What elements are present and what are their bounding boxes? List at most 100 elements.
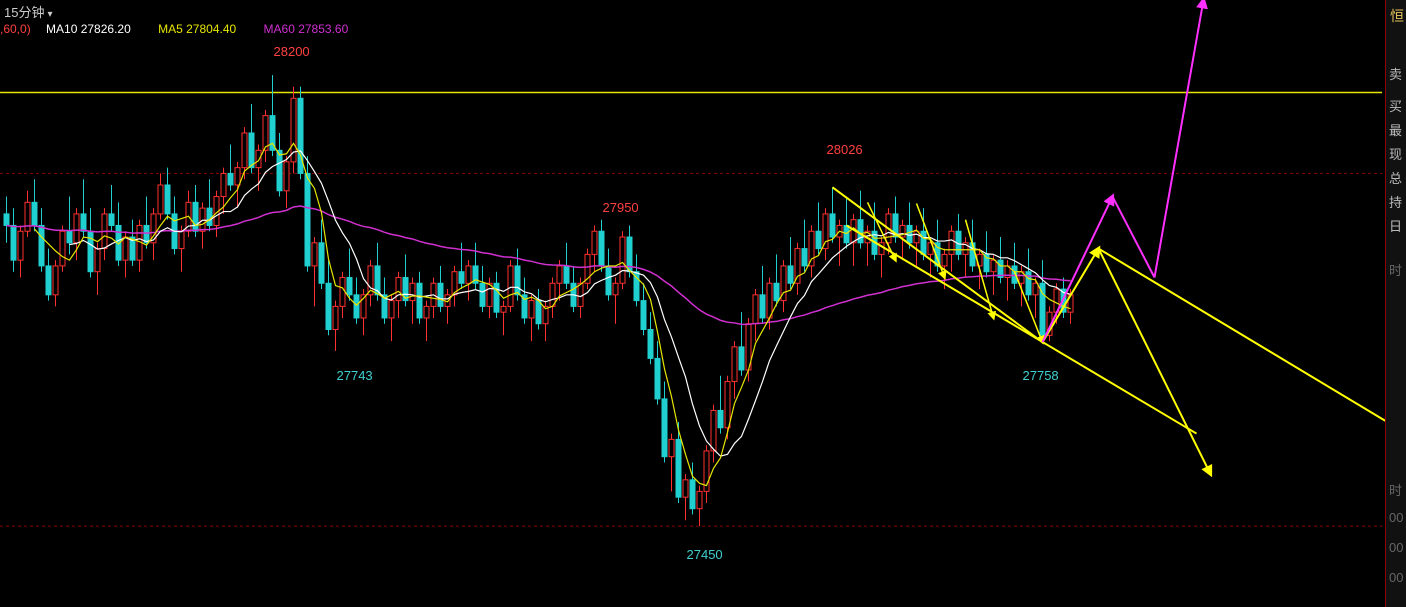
candle-body [123, 237, 128, 260]
panel-row: 00 [1389, 510, 1403, 525]
candle-body [942, 254, 947, 266]
candle-body [193, 202, 198, 231]
ma-legend: ,60,0) MA10 27826.20 MA5 27804.40 MA60 2… [0, 22, 372, 36]
candle-body [921, 231, 926, 254]
candle-body [711, 410, 716, 450]
candle-body [340, 277, 345, 306]
candle-body [354, 295, 359, 318]
candle-body [417, 283, 422, 318]
candle-body [725, 382, 730, 428]
candle-body [18, 231, 23, 260]
panel-row: 日 [1389, 216, 1402, 235]
candle-body [613, 283, 618, 295]
candle-body [312, 243, 317, 266]
candle-body [277, 150, 282, 190]
ma10-line [70, 151, 1071, 456]
panel-row: 总 [1389, 168, 1402, 187]
candle-body [480, 283, 485, 306]
candle-body [655, 358, 660, 398]
candle-body [319, 243, 324, 283]
panel-row: 时 [1389, 480, 1402, 499]
candle-body [767, 283, 772, 318]
chart-container: 15分钟▾ ,60,0) MA10 27826.20 MA5 27804.40 … [0, 0, 1406, 607]
candle-body [333, 306, 338, 329]
candle-body [578, 283, 583, 306]
candle-body [410, 283, 415, 300]
candle-body [221, 173, 226, 196]
candle-body [739, 347, 744, 370]
panel-row: 持 [1389, 192, 1402, 211]
candle-body [81, 214, 86, 231]
candle-body [620, 237, 625, 283]
price-chart[interactable] [0, 0, 1406, 607]
candle-body [32, 202, 37, 225]
info-panel: 恒 卖买最现总持日时时000000 [1385, 0, 1406, 607]
candle-body [4, 214, 9, 226]
projection-line [833, 187, 1043, 342]
candle-body [11, 225, 16, 260]
timeframe-label: 15分钟 [4, 5, 44, 20]
panel-row: 现 [1389, 144, 1402, 163]
candle-body [718, 410, 723, 427]
candle-body [641, 301, 646, 330]
candle-body [753, 295, 758, 324]
projection-line [1113, 197, 1155, 278]
ma60-legend: MA60 27853.60 [264, 22, 361, 36]
candle-body [39, 225, 44, 265]
ma10-legend: MA10 27826.20 [46, 22, 143, 36]
candle-body [466, 266, 471, 283]
panel-row: 最 [1389, 120, 1402, 139]
timeframe-selector[interactable]: 15分钟▾ [4, 2, 53, 21]
candle-body [690, 480, 695, 509]
candle-body [669, 439, 674, 456]
candle-body [25, 202, 30, 231]
candle-body [907, 225, 912, 242]
candle-body [67, 231, 72, 243]
candle-body [760, 295, 765, 318]
candle-body [802, 249, 807, 266]
panel-row: 卖 [1389, 64, 1402, 83]
candle-body [823, 214, 828, 249]
candle-body [424, 306, 429, 318]
candle-body [949, 231, 954, 254]
candle-body [599, 231, 604, 266]
candle-body [256, 150, 261, 167]
ma5-legend: MA5 27804.40 [158, 22, 248, 36]
candle-body [179, 231, 184, 248]
panel-row: 00 [1389, 540, 1403, 555]
candle-body [648, 330, 653, 359]
chevron-down-icon: ▾ [47, 9, 52, 20]
candle-body [830, 214, 835, 237]
candle-body [74, 214, 79, 243]
candle-body [536, 301, 541, 324]
panel-row: 时 [1389, 260, 1402, 279]
candle-body [158, 185, 163, 214]
candle-body [438, 283, 443, 306]
candle-body [788, 266, 793, 283]
projection-line [1043, 197, 1113, 343]
candle-body [95, 249, 100, 272]
candle-body [242, 133, 247, 168]
candle-body [858, 220, 863, 243]
candle-body [389, 301, 394, 318]
candle-body [263, 116, 268, 151]
candle-body [144, 225, 149, 242]
candle-body [109, 214, 114, 226]
candle-body [284, 162, 289, 191]
candle-body [809, 231, 814, 266]
candle-body [228, 173, 233, 185]
candle-body [207, 208, 212, 225]
candle-body [515, 266, 520, 295]
candle-body [508, 266, 513, 306]
candle-body [564, 266, 569, 283]
candle-body [529, 301, 534, 318]
candle-body [305, 173, 310, 265]
candle-body [459, 272, 464, 284]
candle-body [697, 491, 702, 508]
candle-body [494, 283, 499, 312]
candle-body [795, 249, 800, 284]
params-label: ,60,0) [0, 22, 31, 36]
candle-body [347, 277, 352, 294]
candle-body [676, 439, 681, 497]
candle-body [487, 283, 492, 306]
